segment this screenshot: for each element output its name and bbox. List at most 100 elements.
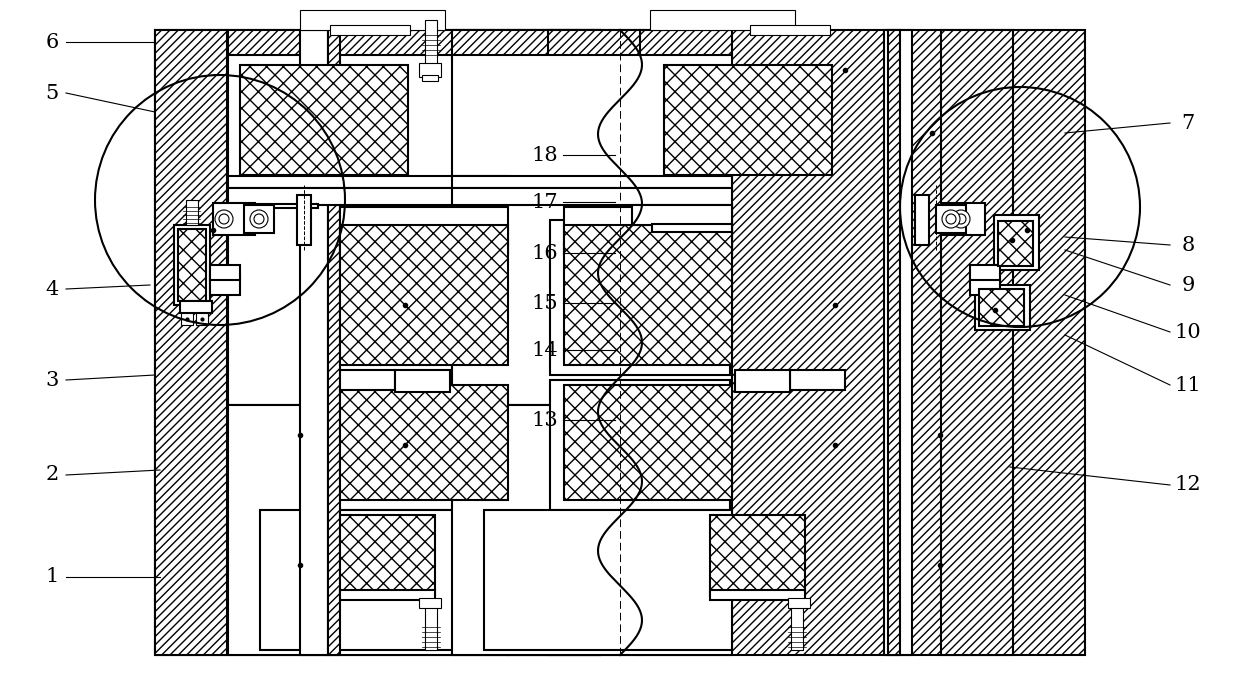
Bar: [155, 30, 227, 655]
Bar: [340, 370, 396, 390]
Bar: [196, 313, 208, 325]
Bar: [941, 30, 1013, 655]
Text: 10: 10: [1174, 323, 1202, 342]
Bar: [396, 370, 450, 392]
Bar: [210, 275, 241, 295]
Bar: [453, 55, 732, 185]
Bar: [180, 301, 212, 313]
Bar: [419, 63, 441, 77]
Text: 17: 17: [532, 192, 558, 212]
Text: 5: 5: [46, 84, 58, 103]
Bar: [453, 190, 732, 405]
Text: 14: 14: [532, 340, 558, 360]
Bar: [213, 203, 255, 235]
Bar: [735, 370, 790, 392]
Circle shape: [952, 210, 970, 228]
Bar: [298, 195, 311, 245]
Circle shape: [215, 210, 233, 228]
Bar: [210, 265, 241, 280]
Bar: [241, 65, 408, 175]
Bar: [340, 207, 508, 245]
Bar: [652, 224, 732, 232]
Bar: [750, 25, 830, 35]
Bar: [425, 20, 436, 65]
Text: 13: 13: [532, 410, 558, 429]
Bar: [228, 176, 508, 188]
Bar: [228, 204, 317, 208]
Bar: [453, 30, 732, 60]
Bar: [244, 205, 274, 233]
Text: 16: 16: [532, 243, 558, 262]
Bar: [330, 380, 510, 510]
Bar: [228, 190, 508, 405]
Text: 11: 11: [1174, 375, 1202, 395]
Text: 7: 7: [1182, 114, 1194, 132]
Bar: [548, 30, 640, 655]
Text: 1: 1: [46, 567, 58, 586]
Bar: [711, 590, 805, 600]
Circle shape: [942, 210, 960, 228]
Bar: [915, 195, 929, 245]
Bar: [564, 385, 732, 500]
Bar: [564, 243, 732, 255]
Text: 18: 18: [532, 145, 558, 164]
Bar: [942, 203, 985, 235]
Bar: [340, 225, 508, 365]
Text: 6: 6: [46, 32, 58, 51]
Text: 2: 2: [46, 466, 58, 484]
Bar: [179, 229, 206, 301]
Circle shape: [254, 214, 264, 224]
Bar: [300, 30, 329, 655]
Bar: [228, 188, 508, 205]
Text: 4: 4: [46, 279, 58, 299]
Bar: [300, 10, 445, 30]
Bar: [936, 205, 966, 233]
Bar: [155, 30, 227, 655]
Bar: [650, 10, 795, 30]
Text: 3: 3: [46, 371, 58, 390]
Bar: [419, 598, 441, 608]
Bar: [508, 30, 600, 655]
Polygon shape: [640, 30, 1085, 655]
Bar: [174, 225, 210, 305]
Bar: [564, 207, 732, 245]
Bar: [884, 30, 911, 655]
Circle shape: [219, 214, 229, 224]
Circle shape: [946, 214, 956, 224]
Bar: [329, 30, 340, 655]
Bar: [340, 515, 435, 595]
Text: 8: 8: [1182, 236, 1194, 255]
Bar: [453, 188, 732, 205]
Bar: [340, 385, 508, 500]
Bar: [330, 220, 510, 375]
Bar: [551, 380, 730, 510]
Bar: [551, 220, 730, 375]
Bar: [787, 598, 810, 608]
Bar: [340, 243, 508, 255]
Bar: [228, 55, 508, 185]
Circle shape: [956, 214, 966, 224]
Bar: [228, 30, 508, 60]
Bar: [453, 176, 732, 188]
Bar: [632, 205, 732, 225]
Bar: [228, 405, 508, 655]
Text: 15: 15: [532, 293, 558, 312]
Bar: [980, 289, 1024, 326]
Bar: [970, 275, 999, 295]
Bar: [425, 605, 436, 650]
Text: 9: 9: [1182, 275, 1194, 295]
Bar: [711, 515, 805, 595]
Bar: [998, 221, 1033, 266]
Polygon shape: [155, 30, 600, 655]
Bar: [186, 200, 198, 225]
Bar: [790, 370, 844, 390]
Circle shape: [250, 210, 268, 228]
Bar: [888, 30, 900, 655]
Bar: [340, 590, 435, 600]
Bar: [422, 75, 438, 81]
Bar: [181, 313, 193, 325]
Bar: [228, 405, 508, 655]
Bar: [663, 65, 832, 175]
Bar: [453, 405, 732, 655]
Bar: [791, 605, 804, 650]
